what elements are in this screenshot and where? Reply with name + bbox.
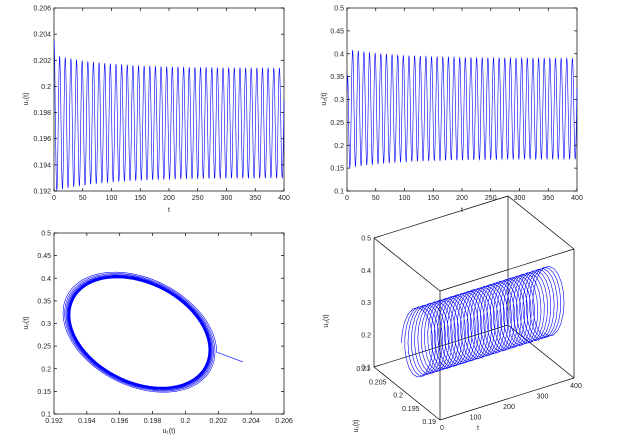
- y-tick-label: 0.2: [393, 393, 403, 400]
- y-tick-label: 0.4: [334, 51, 344, 58]
- y-tick-label: 0.21: [356, 366, 370, 373]
- y-tick-label: 0.206: [33, 6, 51, 13]
- y-tick-label: 0.35: [330, 74, 344, 81]
- x-tick-label: 0.198: [144, 418, 162, 425]
- x-tick-label: 350: [542, 195, 554, 202]
- axis-box-edge: [373, 237, 441, 292]
- y-axis-label: u₂(t): [321, 92, 328, 105]
- x-tick-label: 200: [503, 404, 515, 411]
- x-tick-label: 50: [79, 195, 87, 202]
- y-axis-label: u₁(t): [23, 93, 30, 106]
- y-tick-label: 0.1: [41, 412, 51, 419]
- x-axis-label: u₁(t): [163, 428, 176, 435]
- x-tick-label: 100: [106, 195, 118, 202]
- x-tick-label: 0.192: [45, 418, 63, 425]
- y-tick-label: 0.205: [369, 379, 387, 386]
- y-tick-label: 0.15: [330, 166, 344, 173]
- axis-box-edge: [373, 366, 441, 421]
- x-tick-label: 150: [134, 195, 146, 202]
- series-line: [62, 271, 244, 393]
- y-tick-label: 0.198: [33, 110, 51, 117]
- x-tick-label: 0.202: [210, 418, 228, 425]
- y-tick-label: 0.2: [334, 143, 344, 150]
- y-axis-label: u₂(t): [23, 316, 30, 329]
- y-tick-label: 0.204: [33, 32, 51, 39]
- x-tick-label: 100: [470, 415, 482, 422]
- panel-3d-trajectory: 0 100 200 300 400 0.190.195 0.2 0.205 0.21 0.1 0…: [323, 195, 582, 433]
- x-tick-label: 0: [345, 195, 349, 202]
- axis-box-edge: [373, 195, 509, 239]
- x-tick-label: 300: [221, 195, 233, 202]
- y-tick-label: 0.5: [334, 6, 344, 13]
- x-tick-label: 400: [570, 383, 582, 390]
- axis-box-edge: [439, 377, 575, 421]
- plot-area: [346, 7, 578, 192]
- x-tick-label: 0.2: [181, 418, 191, 425]
- y-tick-label: 0.192: [33, 189, 51, 196]
- z-tick-label: 0.1: [361, 365, 371, 372]
- panel-u2-time: 0 50 100 150 200 250 300 350 400 0.1 0.15 0.2 0.25 0…: [321, 6, 583, 215]
- z-tick-label: 0.2: [361, 332, 371, 339]
- plot-area: [53, 232, 285, 415]
- z-axis-label: u₂(t): [323, 314, 330, 327]
- x-tick-label: 0.196: [111, 418, 129, 425]
- x-tick-label: 300: [514, 195, 526, 202]
- y-tick-label: 0.196: [33, 136, 51, 143]
- x-axis-label: t: [168, 207, 170, 214]
- y-tick-label: 0.2: [41, 84, 51, 91]
- y-tick-label: 0.19: [422, 419, 436, 426]
- x-tick-label: 0.204: [242, 418, 260, 425]
- axis-box-edge: [439, 248, 575, 292]
- z-tick-label: 0.3: [361, 300, 371, 307]
- axis-box-edge: [507, 195, 575, 250]
- y-tick-label: 0.195: [402, 406, 420, 413]
- y-tick-label: 0.45: [330, 28, 344, 35]
- y-tick-label: 0.35: [37, 298, 51, 305]
- series-line: [53, 40, 285, 191]
- y-axis-label: u₁(t): [353, 420, 360, 433]
- series-line: [401, 266, 565, 378]
- axis-box-edge: [507, 324, 575, 379]
- y-tick-label: 0.25: [330, 120, 344, 127]
- y-tick-label: 0.2: [41, 366, 51, 373]
- y-tick-label: 0.3: [41, 321, 51, 328]
- y-tick-label: 0.45: [37, 253, 51, 260]
- x-tick-label: 400: [571, 195, 583, 202]
- x-tick-label: 150: [427, 195, 439, 202]
- x-tick-label: 400: [278, 195, 290, 202]
- y-tick-label: 0.3: [334, 97, 344, 104]
- y-tick-label: 0.25: [37, 344, 51, 351]
- x-tick-label: 0: [52, 195, 56, 202]
- y-tick-label: 0.15: [37, 389, 51, 396]
- x-tick-label: 200: [163, 195, 175, 202]
- x-tick-label: 300: [537, 394, 549, 401]
- x-tick-label: 0.194: [78, 418, 96, 425]
- x-tick-label: 0.206: [275, 418, 293, 425]
- z-tick-label: 0.5: [361, 236, 371, 243]
- y-tick-label: 0.1: [334, 189, 344, 196]
- y-tick-label: 0.194: [33, 162, 51, 169]
- x-tick-label: 200: [456, 195, 468, 202]
- y-tick-label: 0.202: [33, 58, 51, 65]
- y-tick-label: 0.4: [41, 276, 51, 283]
- panel-u1-time: 0 50 100 150 200 250 300 350 400 0.192 0.194 0.196…: [23, 6, 290, 215]
- x-tick-label: 100: [399, 195, 411, 202]
- z-tick-label: 0.4: [361, 268, 371, 275]
- x-tick-label: 250: [485, 195, 497, 202]
- panel-phase-portrait: 0.192 0.194 0.196 0.198 0.2 0.202 0.204 0.206 0…: [23, 231, 293, 436]
- y-tick-label: 0.5: [41, 231, 51, 238]
- x-tick-label: 350: [249, 195, 261, 202]
- x-tick-label: 50: [372, 195, 380, 202]
- axis-box-edge: [373, 324, 509, 368]
- x-tick-label: 250: [192, 195, 204, 202]
- series-line: [346, 50, 578, 169]
- x-axis-label: t: [477, 425, 479, 432]
- x-tick-label: 0: [440, 425, 444, 432]
